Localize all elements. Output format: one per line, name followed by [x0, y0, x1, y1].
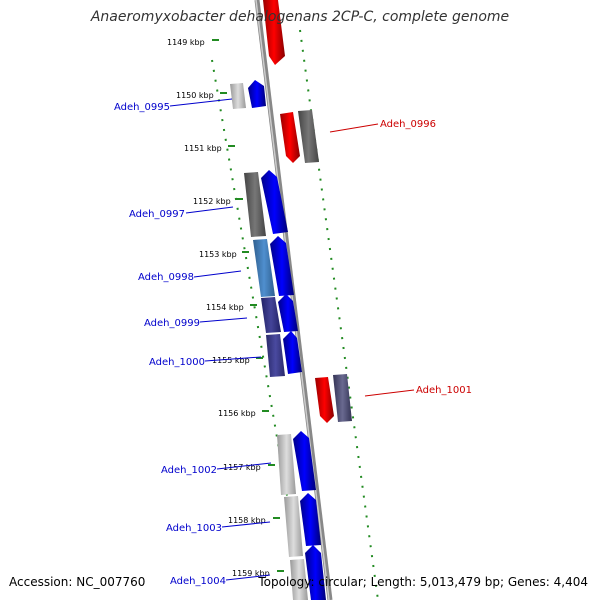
gene-label[interactable]: Adeh_1000 — [149, 357, 205, 368]
gene-adeh-0996 — [280, 110, 319, 163]
gene-adeh-0997 — [244, 170, 288, 237]
page-title: Anaeromyxobacter dehalogenans 2CP-C, com… — [90, 9, 510, 25]
tick-label: 1154 kbp — [206, 303, 244, 312]
gene-adeh-0995 — [230, 80, 266, 109]
tick-label: 1152 kbp — [193, 197, 231, 206]
tick-label: 1157 kbp — [223, 463, 261, 472]
reverse-gene-top — [263, 0, 285, 65]
tick-label: 1155 kbp — [212, 356, 250, 365]
tick-label: 1153 kbp — [199, 250, 237, 259]
tick-label: 1156 kbp — [218, 409, 256, 418]
gene-label[interactable]: Adeh_1003 — [166, 523, 222, 534]
gene-adeh-1004 — [290, 545, 326, 600]
tick-label: 1151 kbp — [184, 144, 222, 153]
gene-label[interactable]: Adeh_1001 — [416, 385, 472, 396]
genome-backbone — [254, 0, 333, 600]
genome-backbone-highlight — [255, 0, 330, 600]
gene-label[interactable]: Adeh_0997 — [129, 209, 185, 220]
gene-adeh-1000 — [266, 331, 302, 377]
gene-label[interactable]: Adeh_0999 — [144, 318, 200, 329]
gene-label[interactable]: Adeh_1004 — [170, 576, 226, 587]
tick-label: 1158 kbp — [228, 516, 266, 525]
tick-label: 1149 kbp — [167, 38, 205, 47]
gene-label[interactable]: Adeh_1002 — [161, 465, 217, 476]
gene-label[interactable]: Adeh_0995 — [114, 102, 170, 113]
topology-text: Topology: circular; Length: 5,013,479 bp… — [258, 575, 588, 589]
tick-label: 1150 kbp — [176, 91, 214, 100]
tick-label: 1159 kbp — [232, 569, 270, 578]
gene-label[interactable]: Adeh_0996 — [380, 119, 436, 130]
gene-label[interactable]: Adeh_0998 — [138, 272, 194, 283]
gene-adeh-1001 — [315, 374, 352, 423]
gene-adeh-0999 — [261, 294, 298, 333]
accession-text: Accession: NC_007760 — [9, 575, 146, 589]
tick-marks — [212, 39, 284, 572]
gene-adeh-0998 — [253, 236, 294, 297]
left-tick-track — [211, 59, 306, 600]
gene-adeh-1002 — [277, 431, 316, 495]
gene-adeh-1003 — [284, 493, 321, 557]
label-connectors — [169, 98, 415, 581]
